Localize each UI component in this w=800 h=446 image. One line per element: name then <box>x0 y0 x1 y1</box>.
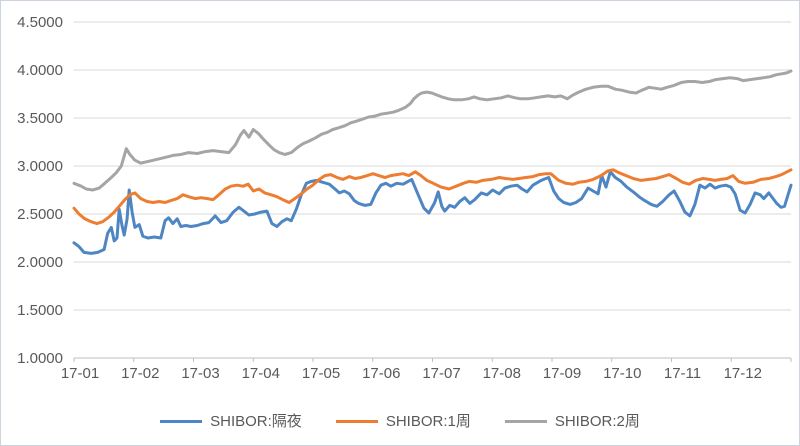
legend-label-shibor-1w: SHIBOR:1周 <box>385 412 471 430</box>
y-axis-tick-label: 1.0000 <box>17 350 63 367</box>
chart-legend: SHIBOR:隔夜 SHIBOR:1周 SHIBOR:2周 <box>1 405 799 437</box>
x-axis-tick-label: 17-01 <box>61 365 99 382</box>
x-axis-tick-label: 17-02 <box>121 365 159 382</box>
x-axis-tick-label: 17-06 <box>362 365 400 382</box>
legend-label-shibor-2w: SHIBOR:2周 <box>554 412 640 430</box>
x-axis-tick-label: 17-08 <box>483 365 521 382</box>
x-axis-tick-label: 17-03 <box>181 365 219 382</box>
y-axis-tick-label: 4.0000 <box>17 62 63 79</box>
x-axis-tick-label: 17-10 <box>603 365 641 382</box>
x-axis-tick-label: 17-05 <box>302 365 340 382</box>
y-axis-tick-label: 2.0000 <box>17 254 63 271</box>
y-axis-tick-label: 3.5000 <box>17 110 63 127</box>
series-line-overnight <box>72 170 793 255</box>
legend-label-shibor-overnight: SHIBOR:隔夜 <box>210 412 302 430</box>
series-line-2w <box>72 69 793 192</box>
y-axis-tick-label: 1.5000 <box>17 302 63 319</box>
legend-item-shibor-2w: SHIBOR:2周 <box>504 412 640 430</box>
legend-line-swatch-overnight <box>160 419 203 423</box>
legend-item-shibor-1w: SHIBOR:1周 <box>335 412 471 430</box>
y-axis-tick-label: 4.5000 <box>17 14 63 31</box>
x-axis-tick-label: 17-07 <box>422 365 460 382</box>
x-axis-tick-label: 17-04 <box>242 365 280 382</box>
x-axis-tick-label: 17-11 <box>664 365 701 382</box>
legend-line-swatch-1w <box>335 419 378 423</box>
y-axis-tick-label: 3.0000 <box>17 158 63 175</box>
x-axis-tick-label: 17-12 <box>724 365 762 382</box>
legend-line-swatch-2w <box>504 419 547 423</box>
series-line-1w <box>72 168 793 226</box>
x-axis-tick-label: 17-09 <box>543 365 581 382</box>
y-axis-tick-label: 2.5000 <box>17 206 63 223</box>
legend-item-shibor-overnight: SHIBOR:隔夜 <box>160 414 302 429</box>
